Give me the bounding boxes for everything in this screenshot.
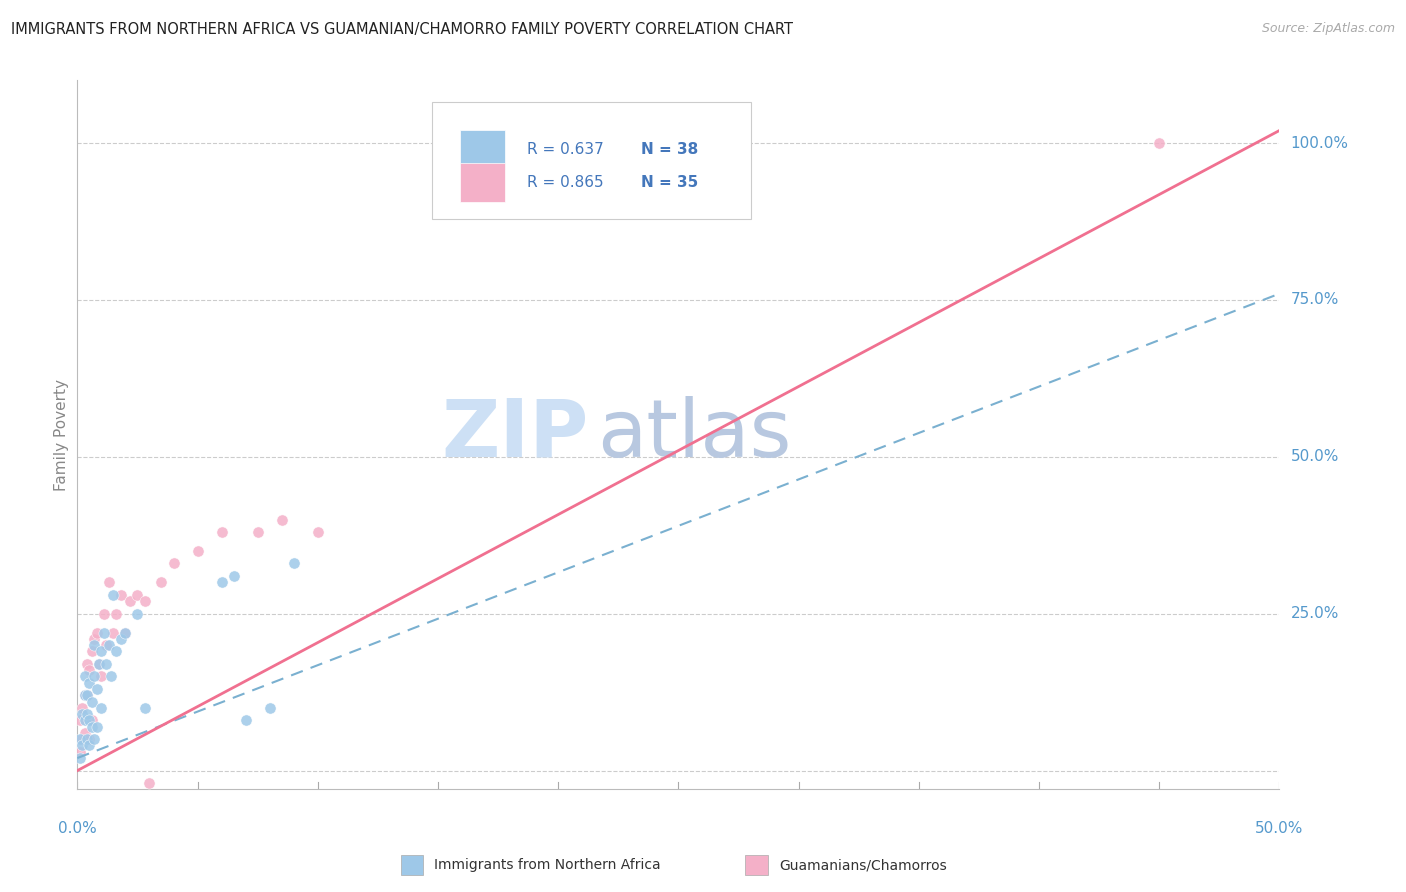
Point <box>114 625 136 640</box>
Point <box>70 707 93 722</box>
Point <box>103 625 125 640</box>
Point <box>80 695 103 709</box>
Text: R = 0.637: R = 0.637 <box>527 142 603 157</box>
Point <box>93 625 115 640</box>
Point <box>307 525 329 540</box>
Point <box>69 745 91 759</box>
Point <box>270 512 292 526</box>
Point <box>73 688 96 702</box>
Point <box>79 714 101 728</box>
Point <box>96 638 118 652</box>
Point <box>93 607 115 621</box>
Text: N = 35: N = 35 <box>641 175 699 190</box>
Point <box>134 701 156 715</box>
Point <box>79 739 101 753</box>
Point <box>70 732 93 747</box>
Y-axis label: Family Poverty: Family Poverty <box>53 379 69 491</box>
Point <box>83 732 105 747</box>
Point <box>76 657 98 671</box>
Text: 50.0%: 50.0% <box>1291 450 1339 465</box>
Point <box>246 525 269 540</box>
Point <box>110 632 132 646</box>
Point <box>79 732 101 747</box>
Point <box>186 544 209 558</box>
Point <box>83 632 105 646</box>
Point <box>211 575 233 590</box>
Point <box>211 525 233 540</box>
Point <box>110 588 132 602</box>
Bar <box>460 163 505 202</box>
Point <box>104 607 127 621</box>
Point <box>76 707 98 722</box>
Point <box>100 669 122 683</box>
Point <box>1149 136 1171 150</box>
Point <box>96 657 118 671</box>
Point <box>103 588 125 602</box>
Point <box>90 669 112 683</box>
Text: R = 0.865: R = 0.865 <box>527 175 603 190</box>
Point <box>235 714 257 728</box>
Text: atlas: atlas <box>596 396 792 474</box>
Text: IMMIGRANTS FROM NORTHERN AFRICA VS GUAMANIAN/CHAMORRO FAMILY POVERTY CORRELATION: IMMIGRANTS FROM NORTHERN AFRICA VS GUAMA… <box>11 22 793 37</box>
Point <box>73 726 96 740</box>
FancyBboxPatch shape <box>432 102 751 219</box>
Point <box>69 732 91 747</box>
Point <box>90 701 112 715</box>
Point <box>70 701 93 715</box>
Point <box>80 644 103 658</box>
Point <box>90 644 112 658</box>
Point <box>114 625 136 640</box>
Text: Immigrants from Northern Africa: Immigrants from Northern Africa <box>434 858 661 872</box>
Point <box>70 739 93 753</box>
Point <box>76 732 98 747</box>
Point <box>222 569 245 583</box>
Text: 100.0%: 100.0% <box>1291 136 1348 151</box>
Point <box>86 720 108 734</box>
Point <box>73 669 96 683</box>
Text: ZIP: ZIP <box>441 396 588 474</box>
Point <box>79 675 101 690</box>
Point <box>73 714 96 728</box>
Bar <box>460 130 505 169</box>
Point <box>87 657 110 671</box>
Point <box>104 644 127 658</box>
Point <box>150 575 173 590</box>
Point <box>69 714 91 728</box>
Text: 25.0%: 25.0% <box>1291 607 1339 621</box>
Text: 0.0%: 0.0% <box>58 821 97 836</box>
Point <box>76 688 98 702</box>
Text: N = 38: N = 38 <box>641 142 699 157</box>
Point <box>97 575 120 590</box>
Point <box>73 688 96 702</box>
Point <box>86 681 108 696</box>
Point <box>127 588 149 602</box>
Point <box>79 663 101 677</box>
Text: 50.0%: 50.0% <box>1256 821 1303 836</box>
Point <box>283 557 305 571</box>
Text: 75.0%: 75.0% <box>1291 293 1339 308</box>
Text: Source: ZipAtlas.com: Source: ZipAtlas.com <box>1261 22 1395 36</box>
Point <box>162 557 184 571</box>
Point <box>83 669 105 683</box>
Point <box>138 776 160 790</box>
Point <box>259 701 281 715</box>
Point <box>97 638 120 652</box>
Point <box>69 751 91 765</box>
Point <box>76 688 98 702</box>
Point <box>87 657 110 671</box>
Point <box>80 720 103 734</box>
Text: Guamanians/Chamorros: Guamanians/Chamorros <box>779 858 946 872</box>
Point <box>80 714 103 728</box>
Point <box>86 625 108 640</box>
Point <box>127 607 149 621</box>
Point <box>120 594 142 608</box>
Point <box>83 638 105 652</box>
Point <box>134 594 156 608</box>
